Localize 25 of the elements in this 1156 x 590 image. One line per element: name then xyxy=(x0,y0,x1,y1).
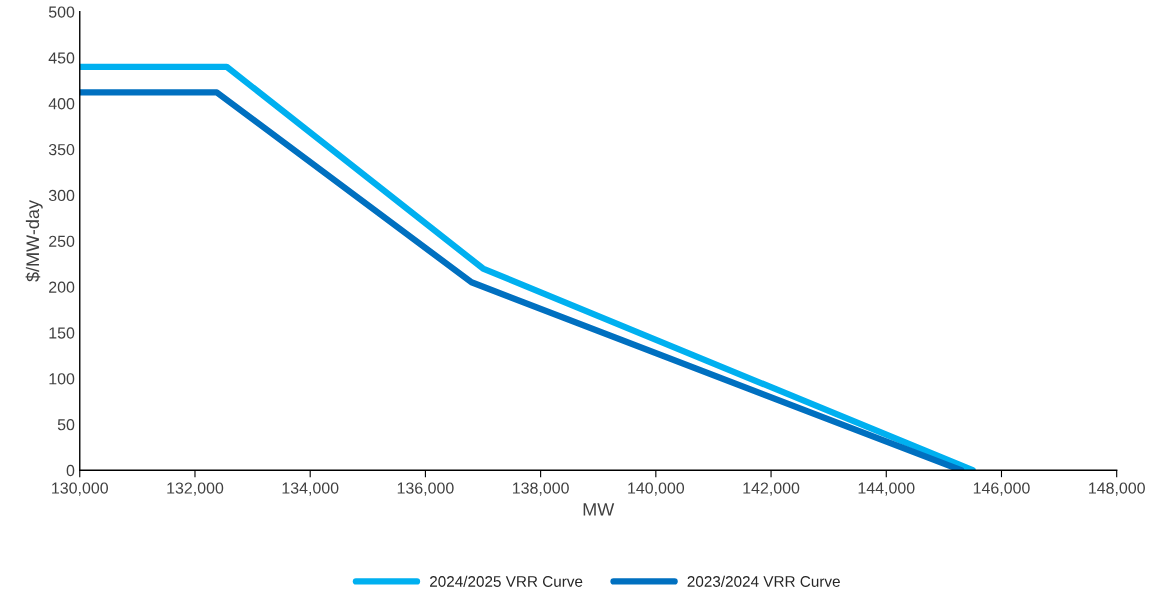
legend-label: 2023/2024 VRR Curve xyxy=(687,575,840,587)
x-tick-label: 138,000 xyxy=(512,482,569,496)
y-tick-label: 400 xyxy=(48,98,75,110)
x-tick-label: 134,000 xyxy=(282,482,339,496)
y-tick-label: 450 xyxy=(48,52,75,64)
y-tick-label: 250 xyxy=(49,235,75,247)
x-tick-label: 136,000 xyxy=(397,482,454,496)
y-tick-label: 350 xyxy=(48,143,75,156)
x-tick-label: 142,000 xyxy=(743,482,800,496)
x-tick-label: 132,000 xyxy=(167,482,224,496)
x-tick-label: 146,000 xyxy=(973,482,1030,496)
y-tick-label: 200 xyxy=(49,281,75,293)
x-tick-label: 144,000 xyxy=(858,482,915,496)
y-axis-title: $/MW-day xyxy=(25,200,43,282)
x-tick-label: 130,000 xyxy=(52,482,109,496)
x-tick-label: 148,000 xyxy=(1089,482,1145,496)
y-tick-label: 500 xyxy=(48,6,75,18)
y-tick-label: 0 xyxy=(66,464,75,477)
x-axis-title: MW xyxy=(583,503,615,516)
y-tick-label: 150 xyxy=(49,327,75,339)
legend-label: 2024/2025 VRR Curve xyxy=(430,575,583,587)
x-tick-label: 140,000 xyxy=(628,482,685,496)
y-tick-label: 300 xyxy=(48,189,75,202)
y-tick-label: 100 xyxy=(49,373,75,385)
y-tick-label: 50 xyxy=(57,419,75,431)
